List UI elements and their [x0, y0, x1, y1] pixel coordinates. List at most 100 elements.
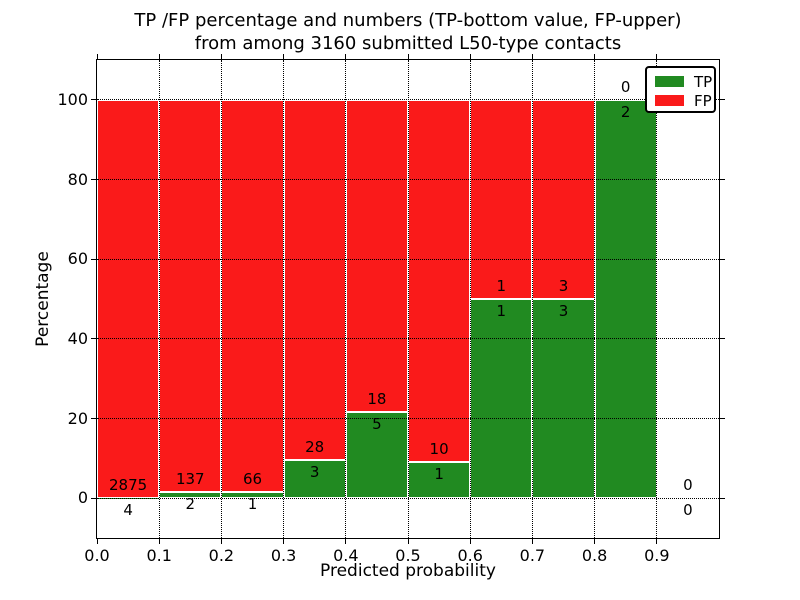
x-tick [96, 539, 98, 544]
x-tick-label: 0.2 [208, 546, 235, 565]
x-tick [345, 54, 347, 59]
chart-title-line2: from among 3160 submitted L50-type conta… [194, 33, 622, 54]
x-tick [469, 54, 471, 59]
y-tick [91, 99, 96, 101]
tp-bar-segment [345, 411, 408, 499]
fp-bar-segment [97, 99, 160, 498]
tp-count-label: 3 [309, 462, 320, 481]
fp-bar-segment [283, 99, 346, 460]
x-tick [158, 54, 160, 59]
fp-count-label: 66 [242, 470, 263, 489]
y-tick-label: 80 [67, 169, 88, 189]
x-tick [283, 54, 285, 59]
x-gridline [283, 60, 285, 538]
fp-count-label: 3 [558, 277, 569, 295]
x-tick [158, 539, 160, 544]
x-tick-label: 0.9 [644, 546, 670, 565]
chart-title: TP /FP percentage and numbers (TP-bottom… [97, 9, 719, 55]
tp-legend-swatch-icon [655, 76, 684, 87]
x-tick [220, 539, 222, 544]
legend-label-tp: TP [694, 72, 713, 91]
y-tick [720, 258, 725, 260]
x-gridline [656, 60, 658, 538]
fp-bar-segment [408, 99, 471, 462]
x-gridline [531, 60, 533, 538]
fp-count-label: 10 [429, 439, 449, 458]
x-gridline [407, 60, 409, 538]
x-tick-label: 0.0 [84, 546, 110, 565]
chart-title-line1: TP /FP percentage and numbers (TP-bottom… [134, 10, 682, 31]
fp-count-label: 2875 [109, 475, 148, 494]
fp-count-label: 137 [175, 470, 205, 489]
tp-bar-segment [594, 99, 657, 499]
x-tick-label: 0.8 [581, 546, 608, 565]
y-tick-label: 20 [67, 408, 88, 428]
y-tick [91, 258, 96, 260]
y-tick [720, 497, 725, 499]
legend-label-fp: FP [694, 91, 712, 110]
x-tick [407, 54, 409, 59]
fp-count-label: 18 [367, 389, 387, 408]
tp-count-label: 1 [434, 464, 444, 483]
fp-bar-segment [221, 99, 284, 493]
x-tick [283, 539, 285, 544]
x-tick [656, 539, 658, 544]
y-tick [91, 338, 96, 340]
legend-item-tp: TP [655, 72, 714, 91]
x-tick-label: 0.4 [333, 546, 359, 565]
y-tick-label: 40 [67, 328, 88, 348]
fp-count-label: 1 [496, 277, 507, 295]
x-tick [345, 539, 347, 544]
x-tick-label: 0.7 [519, 546, 546, 565]
x-tick [96, 54, 98, 59]
tp-count-label: 2 [185, 495, 196, 514]
tp-bar-segment [408, 461, 471, 499]
y-tick [720, 338, 725, 340]
tp-count-label: 4 [123, 500, 133, 519]
tp-count-label: 2 [620, 102, 631, 121]
x-tick-label: 0.3 [270, 546, 297, 565]
tp-count-label: 0 [683, 501, 693, 520]
fp-count-label: 28 [305, 437, 325, 456]
fp-bar-segment [470, 99, 533, 299]
y-tick [720, 99, 725, 101]
y-tick [91, 418, 96, 419]
x-tick [531, 54, 533, 59]
y-tick-label: 60 [67, 249, 88, 269]
y-axis-label: Percentage [33, 251, 53, 347]
tp-count-label: 1 [247, 495, 258, 514]
legend: TP FP [645, 66, 716, 113]
fp-count-label: 0 [620, 77, 631, 96]
fp-bar-segment [159, 99, 222, 493]
y-tick-label: 0 [77, 488, 88, 508]
x-tick-label: 0.5 [395, 546, 421, 565]
x-gridline [594, 60, 596, 538]
x-tick-label: 0.6 [457, 546, 483, 565]
fp-bar-segment [532, 99, 595, 299]
x-gridline [158, 60, 160, 538]
y-tick [720, 179, 725, 180]
x-tick [594, 539, 596, 544]
tp-count-label: 3 [558, 302, 569, 320]
fp-legend-swatch-icon [655, 95, 684, 106]
y-tick [720, 418, 725, 419]
x-tick [469, 539, 471, 544]
x-tick [656, 54, 658, 59]
x-tick [531, 539, 533, 544]
x-gridline [469, 60, 471, 538]
legend-item-fp: FP [655, 91, 714, 110]
y-tick-label: 100 [57, 89, 88, 109]
fp-count-label: 0 [683, 476, 693, 495]
tp-count-label: 5 [372, 414, 382, 433]
x-axis-label: Predicted probability [320, 561, 496, 581]
tp-count-label: 1 [496, 302, 507, 320]
x-gridline [345, 60, 347, 538]
x-tick [220, 54, 222, 59]
x-tick-label: 0.1 [146, 546, 172, 565]
y-tick [91, 497, 96, 499]
tp-bar-segment [532, 299, 595, 499]
x-gridline [220, 60, 222, 538]
fp-bar-segment [345, 99, 408, 412]
x-tick [594, 54, 596, 59]
